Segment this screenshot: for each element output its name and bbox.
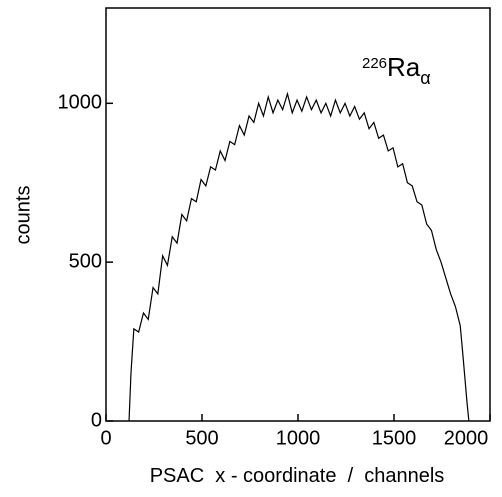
x-tick-label: 1500 [372, 427, 417, 449]
data-line [128, 91, 470, 422]
annotation: 226Raα [362, 52, 431, 88]
x-tick-label: 0 [100, 427, 111, 449]
y-tick-label: 1000 [58, 92, 103, 114]
y-axis-label: counts [12, 186, 34, 245]
annotation-mass: 226 [362, 55, 387, 72]
x-tick-label: 2000 [444, 427, 489, 449]
x-axis-label: PSAC x - coordinate / channels [150, 465, 445, 487]
plot-frame [105, 7, 491, 422]
annotation-subscript: α [420, 68, 430, 88]
x-tick-label: 1000 [276, 427, 321, 449]
x-tick-label: 500 [185, 427, 218, 449]
y-tick-label: 0 [91, 409, 102, 431]
y-tick-label: 500 [69, 250, 102, 272]
annotation-element: Ra [387, 52, 421, 82]
